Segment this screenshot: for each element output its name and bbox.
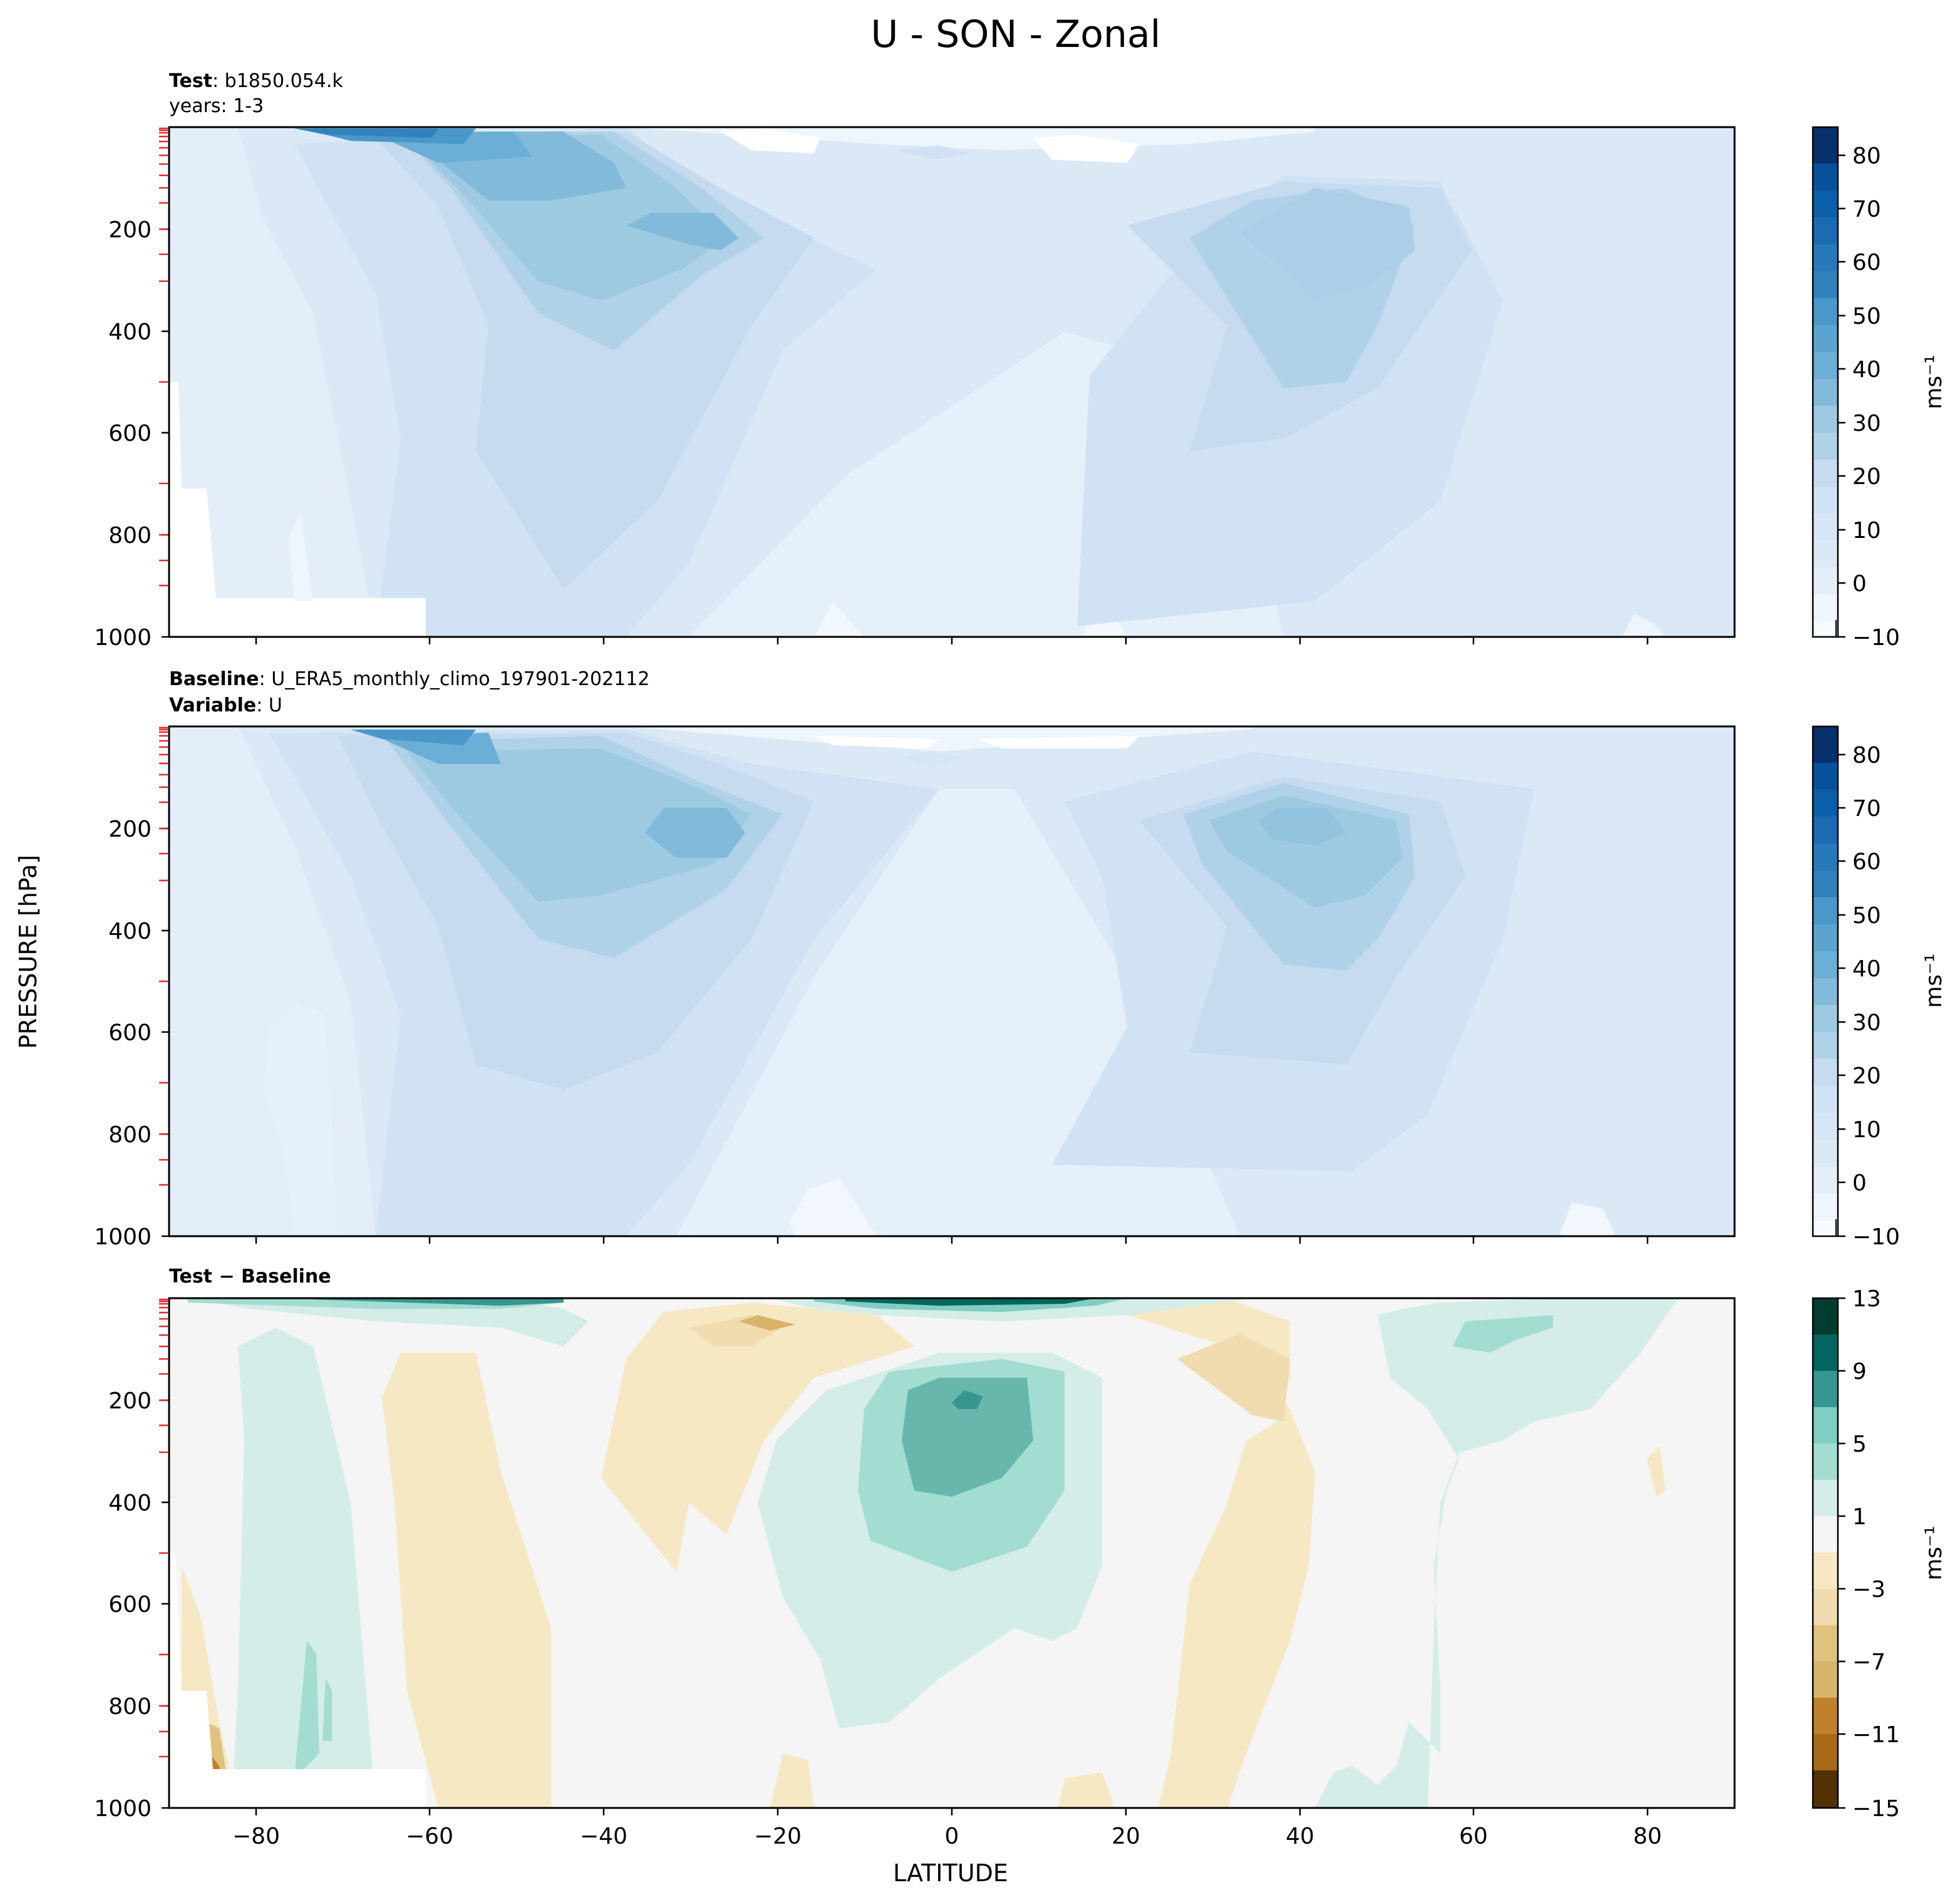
colorbar-tick: 80 (1852, 143, 1881, 169)
xtick-label: 40 (1286, 1824, 1314, 1849)
panel-baseline-x-ticks (255, 1236, 1649, 1244)
colorbar-tick: 50 (1852, 304, 1881, 329)
ytick-label: 200 (108, 217, 152, 243)
colorbar-tick: −11 (1852, 1722, 1900, 1748)
ytick-label: 600 (108, 421, 152, 447)
ytick-label: 1000 (94, 1796, 152, 1822)
ytick-label: 600 (108, 1592, 152, 1618)
xtick-label: 0 (945, 1824, 959, 1849)
xtick-label: −40 (580, 1824, 627, 1849)
ytick-label: 400 (108, 1490, 152, 1516)
colorbar-unit-label: ms⁻¹ (1921, 953, 1947, 1008)
contour-field-baseline (169, 726, 1735, 1236)
panel-test-label-line1: Test: b1850.054.k (169, 70, 343, 92)
colorbar-test: 80 70 60 50 40 30 20 10 0 −10 ms⁻¹ (1812, 126, 1947, 651)
colorbar-tick: 0 (1852, 571, 1867, 597)
colorbar-tick: 50 (1852, 903, 1881, 929)
panel-diff-level-markers (159, 1298, 168, 1758)
contour-field-diff (169, 1298, 1735, 1808)
panel-diff-label: Test − Baseline (169, 1266, 331, 1288)
panel-baseline-label-line1: Baseline: U_ERA5_monthly_climo_197901-20… (169, 668, 649, 690)
colorbar-tick: −15 (1852, 1796, 1900, 1822)
colorbar-unit-label: ms⁻¹ (1921, 1526, 1947, 1580)
panel-test: Test: b1850.054.k years: 1-3 (94, 70, 1947, 651)
ytick-label: 400 (108, 319, 152, 345)
colorbar-tick: 60 (1852, 849, 1881, 875)
colorbar-tick: 13 (1852, 1286, 1881, 1312)
colorbar-tick: −3 (1852, 1577, 1885, 1603)
panel-baseline: Baseline: U_ERA5_monthly_climo_197901-20… (94, 668, 1947, 1250)
x-axis-label: LATITUDE (893, 1859, 1008, 1887)
colorbar-tick: 80 (1852, 743, 1881, 768)
panel-baseline-level-markers (159, 726, 168, 1186)
colorbar-tick: 30 (1852, 1010, 1881, 1036)
colorbar-tick: 1 (1852, 1504, 1867, 1530)
panel-baseline-y-ticks: 200 400 600 800 1000 (94, 817, 169, 1250)
ytick-label: 800 (108, 523, 152, 549)
figure-title: U - SON - Zonal (871, 13, 1161, 56)
colorbar-tick: 5 (1852, 1432, 1867, 1457)
xtick-label: −20 (754, 1824, 802, 1849)
colorbar-tick: 40 (1852, 357, 1881, 383)
ytick-label: 400 (108, 919, 152, 944)
xtick-label: 80 (1633, 1824, 1662, 1849)
xtick-label: −60 (406, 1824, 453, 1849)
xtick-label: −80 (232, 1824, 280, 1849)
colorbar-tick: 20 (1852, 1063, 1881, 1089)
ytick-label: 600 (108, 1020, 152, 1046)
ytick-label: 200 (108, 817, 152, 842)
ytick-label: 200 (108, 1388, 152, 1414)
y-axis-label: PRESSURE [hPa] (14, 855, 42, 1049)
colorbar-unit-label: ms⁻¹ (1921, 354, 1947, 409)
xtick-label: 20 (1112, 1824, 1140, 1849)
contour-field-test (169, 127, 1735, 637)
panel-test-y-ticks: 200 400 600 800 1000 (94, 217, 169, 651)
colorbar-baseline: 80 70 60 50 40 30 20 10 0 −10 ms⁻¹ (1812, 725, 1947, 1250)
panel-diff: Test − Baseline (94, 1266, 1947, 1849)
ytick-label: 800 (108, 1122, 152, 1148)
xtick-label: 60 (1459, 1824, 1488, 1849)
colorbar-tick: 10 (1852, 1117, 1881, 1143)
colorbar-tick: −7 (1852, 1650, 1885, 1675)
colorbar-tick: 70 (1852, 796, 1881, 822)
ytick-label: 1000 (94, 625, 152, 651)
panel-test-label-line2: years: 1-3 (169, 95, 264, 117)
colorbar-tick: 10 (1852, 518, 1881, 544)
panel-baseline-label-line2: Variable: U (169, 694, 282, 716)
panel-test-level-markers (159, 127, 168, 587)
ytick-label: 800 (108, 1694, 152, 1720)
colorbar-tick: 60 (1852, 250, 1881, 276)
colorbar-tick: −10 (1852, 1224, 1900, 1250)
panel-diff-y-ticks: 200 400 600 800 1000 (94, 1388, 169, 1822)
colorbar-tick: 40 (1852, 956, 1881, 982)
colorbar-tick: 30 (1852, 411, 1881, 436)
colorbar-tick: 0 (1852, 1170, 1867, 1196)
colorbar-tick: 70 (1852, 197, 1881, 222)
panel-diff-x-axis: −80 −60 −40 −20 0 20 40 60 80 (232, 1808, 1662, 1849)
panel-test-x-ticks (255, 637, 1649, 644)
colorbar-tick: 20 (1852, 464, 1881, 490)
colorbar-tick: −10 (1852, 625, 1900, 651)
ytick-label: 1000 (94, 1224, 152, 1250)
colorbar-tick: 9 (1852, 1359, 1867, 1385)
colorbar-diff: 13 9 5 1 −3 −7 −11 −15 ms⁻¹ (1812, 1286, 1947, 1822)
